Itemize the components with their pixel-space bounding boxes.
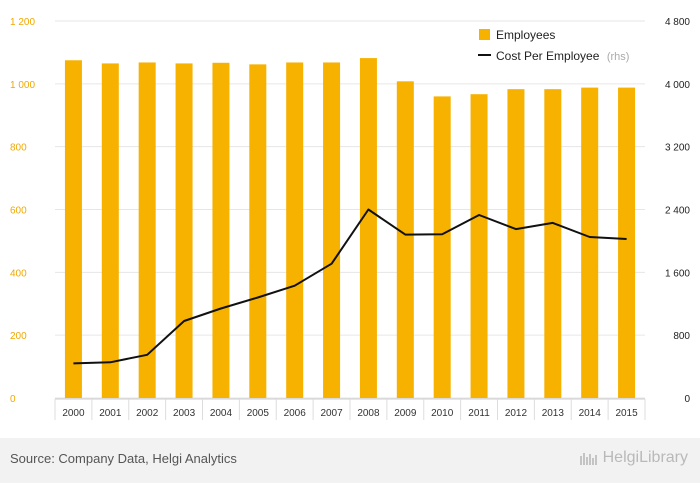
left-tick-label: 0 — [10, 394, 16, 405]
footer: Source: Company Data, Helgi Analytics He… — [0, 438, 700, 483]
bar-employees-2011 — [470, 94, 488, 398]
left-axis-ticks: 1 200 1 000 800 600 400 200 0 — [10, 17, 35, 405]
bar-employees-2014 — [581, 87, 599, 398]
x-tick-label: 2003 — [173, 408, 196, 419]
bar-employees-2013 — [544, 89, 562, 398]
x-tick-label: 2012 — [505, 408, 528, 419]
left-tick-label: 600 — [10, 206, 27, 217]
bar-employees-2002 — [138, 62, 156, 398]
legend-label-employees: Employees — [496, 28, 555, 42]
left-tick-label: 200 — [10, 331, 27, 342]
right-tick-label: 0 — [684, 394, 690, 405]
left-tick-label: 1 200 — [10, 17, 35, 28]
legend-name-cost-per-employee: Cost Per Employee — [496, 49, 600, 63]
legend: Employees Cost Per Employee (rhs) — [478, 28, 629, 64]
left-tick-label: 400 — [10, 268, 27, 279]
bar-employees-2001 — [101, 63, 119, 398]
right-tick-label: 4 000 — [665, 80, 690, 91]
legend-label-cost-per-employee: Cost Per Employee (rhs) — [496, 47, 629, 64]
x-tick-label: 2010 — [431, 408, 454, 419]
right-tick-label: 4 800 — [665, 17, 690, 28]
x-tick-label: 2013 — [542, 408, 565, 419]
x-tick-label: 2011 — [468, 408, 490, 419]
x-tick-label: 2001 — [99, 408, 122, 419]
right-tick-label: 1 600 — [665, 268, 690, 279]
left-tick-label: 1 000 — [10, 80, 35, 91]
bar-employees-2004 — [212, 62, 230, 398]
brand-logo: HelgiLibrary — [579, 449, 688, 467]
cost-per-employee-line — [73, 208, 627, 365]
library-logo-icon — [579, 453, 597, 465]
left-tick-label: 800 — [10, 143, 27, 154]
x-tick-label: 2014 — [579, 408, 602, 419]
x-tick-label: 2015 — [615, 408, 638, 419]
bar-employees-2010 — [433, 96, 451, 399]
bar-employees-2012 — [507, 89, 525, 398]
bar-employees-2015 — [618, 87, 636, 398]
bar-employees-2000 — [64, 60, 82, 398]
line-cost-per-employee — [73, 208, 627, 365]
right-tick-label: 2 400 — [665, 206, 690, 217]
bar-employees-2003 — [175, 63, 193, 398]
bar-employees-2006 — [286, 62, 304, 398]
legend-swatch-employees — [479, 29, 490, 40]
bar-employees-2008 — [359, 58, 377, 399]
source-note: Source: Company Data, Helgi Analytics — [10, 451, 237, 466]
x-tick-label: 2004 — [210, 408, 233, 419]
right-axis-ticks: 4 800 4 000 3 200 2 400 1 600 800 0 — [665, 17, 690, 405]
right-tick-label: 3 200 — [665, 143, 690, 154]
brand-name: HelgiLibrary — [602, 449, 688, 466]
x-tick-label: 2009 — [394, 408, 417, 419]
bar-employees-2009 — [396, 81, 414, 398]
employees-bars — [64, 58, 636, 399]
bar-employees-2005 — [249, 64, 267, 398]
x-tick-label: 2000 — [62, 408, 85, 419]
bar-employees-2007 — [323, 62, 341, 398]
x-tick-label: 2005 — [247, 408, 270, 419]
x-tick-label: 2007 — [320, 408, 343, 419]
x-axis-ticks: 2000 2001 2002 2003 2004 2005 2006 2007 2008 2009… — [54, 398, 646, 420]
x-tick-label: 2008 — [357, 408, 380, 419]
right-tick-label: 800 — [673, 331, 690, 342]
x-tick-label: 2002 — [136, 408, 159, 419]
legend-unit-rhs: (rhs) — [607, 51, 630, 63]
x-tick-label: 2006 — [284, 408, 307, 419]
